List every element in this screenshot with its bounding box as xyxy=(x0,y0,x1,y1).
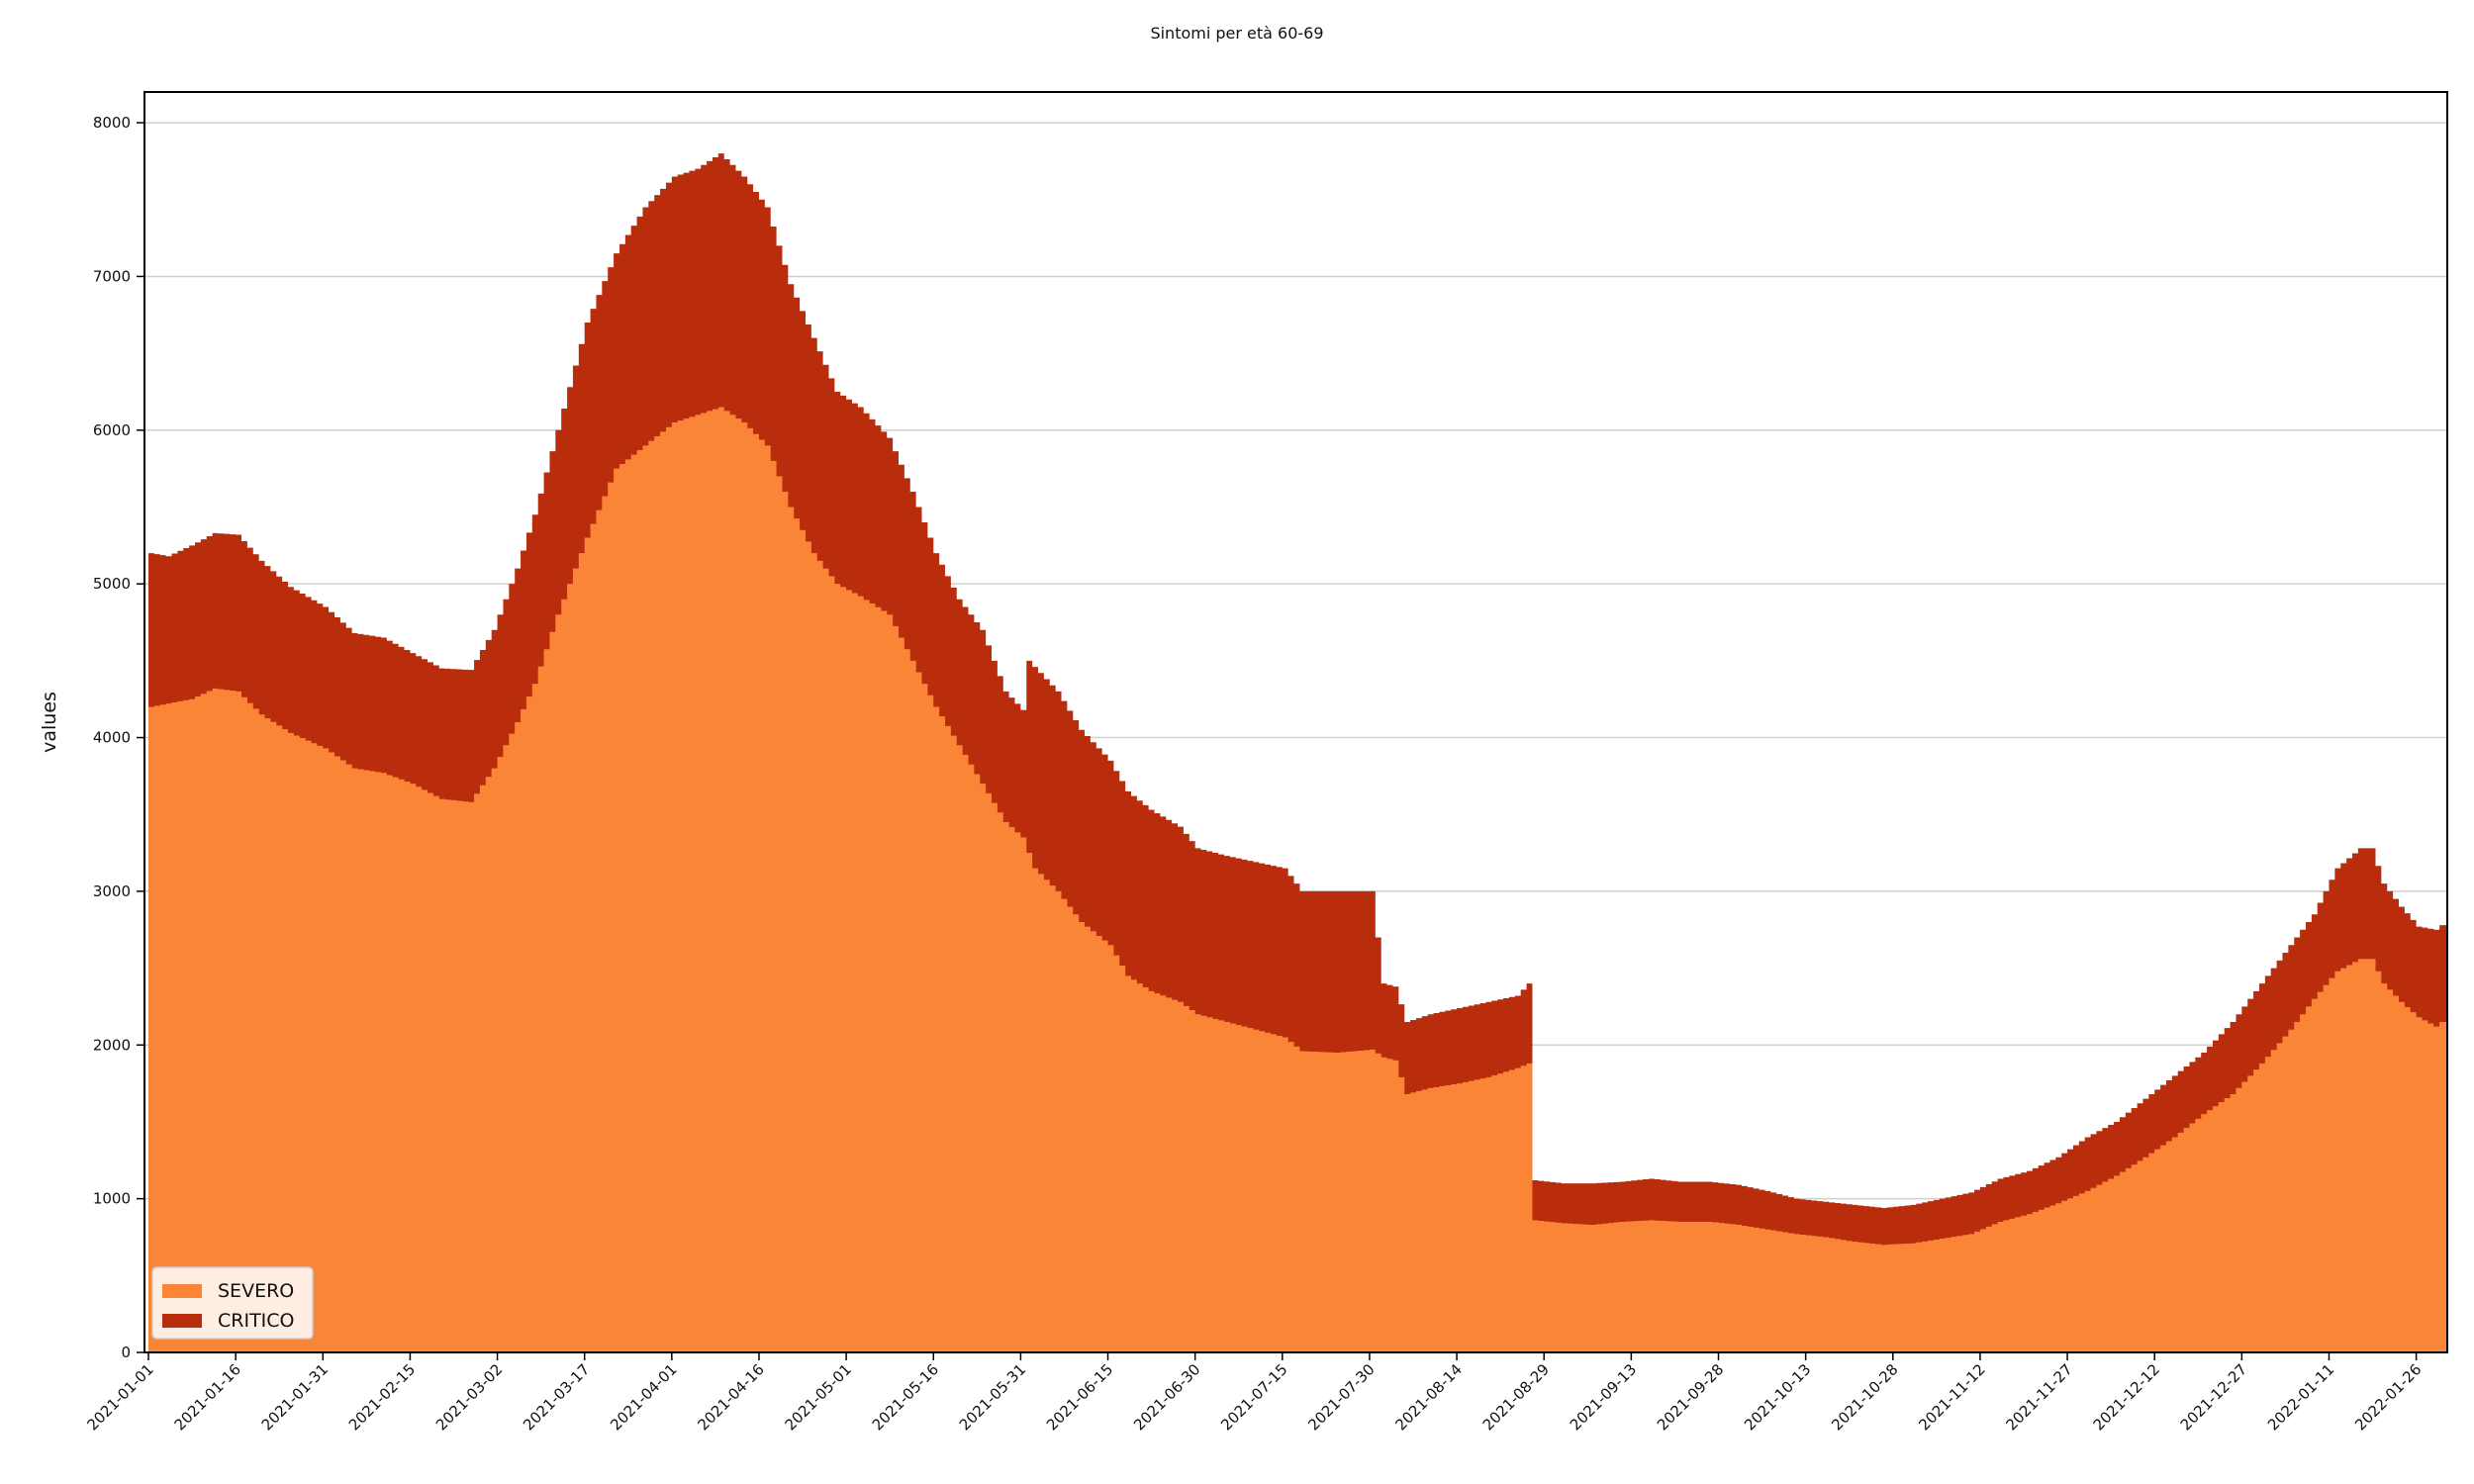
x-tick-label: 2021-01-16 xyxy=(171,1360,244,1434)
y-tick-label: 2000 xyxy=(93,1036,131,1054)
x-tick-label: 2021-01-01 xyxy=(83,1360,156,1434)
x-tick-label: 2021-08-29 xyxy=(1479,1360,1553,1434)
x-tick-label: 2021-10-13 xyxy=(1741,1360,1814,1434)
plot-frame xyxy=(143,91,2448,1353)
x-tick-label: 2022-01-26 xyxy=(2351,1360,2425,1434)
legend-label-severo: SEVERO xyxy=(218,1280,294,1302)
x-tick-label: 2021-10-28 xyxy=(1828,1360,1901,1434)
x-tick-label: 2021-04-01 xyxy=(607,1360,680,1434)
y-axis: 0 1000 2000 3000 4000 5000 6000 7000 8000 xyxy=(93,114,144,1361)
x-tick-label: 2021-07-15 xyxy=(1217,1360,1290,1434)
chart-title: Sintomi per età 60-69 xyxy=(1150,24,1324,43)
x-tick-label: 2021-09-28 xyxy=(1654,1360,1727,1434)
y-tick-label: 1000 xyxy=(93,1190,131,1208)
x-tick-label: 2021-05-16 xyxy=(869,1360,942,1434)
x-tick-label: 2021-03-02 xyxy=(432,1360,506,1434)
x-tick-label: 2021-11-27 xyxy=(2003,1360,2076,1434)
x-tick-label: 2021-05-01 xyxy=(782,1360,855,1434)
x-tick-label: 2021-12-27 xyxy=(2177,1360,2250,1434)
y-tick-label: 7000 xyxy=(93,267,131,285)
legend: SEVERO CRITICO xyxy=(151,1266,314,1340)
legend-swatch-severo xyxy=(162,1284,202,1298)
y-tick-label: 3000 xyxy=(93,882,131,900)
series-areas xyxy=(148,153,2447,1352)
x-tick-label: 2021-03-17 xyxy=(520,1360,593,1434)
legend-swatch-critico xyxy=(162,1314,202,1328)
x-tick-label: 2021-11-12 xyxy=(1915,1360,1988,1434)
legend-label-critico: CRITICO xyxy=(218,1310,295,1332)
x-tick-label: 2021-02-15 xyxy=(345,1360,419,1434)
x-tick-label: 2021-08-14 xyxy=(1392,1360,1466,1434)
y-axis-label: values xyxy=(39,692,60,753)
y-tick-label: 4000 xyxy=(93,729,131,747)
y-tick-label: 6000 xyxy=(93,421,131,439)
x-tick-label: 2021-12-12 xyxy=(2090,1360,2163,1434)
y-tick-label: 8000 xyxy=(93,114,131,132)
x-tick-label: 2021-07-30 xyxy=(1304,1360,1378,1434)
y-tick-label: 0 xyxy=(121,1344,131,1361)
x-tick-label: 2021-06-30 xyxy=(1130,1360,1203,1434)
x-tick-label: 2021-04-16 xyxy=(694,1360,767,1434)
series-area-severo xyxy=(148,407,2447,1352)
x-tick-label: 2021-01-31 xyxy=(258,1360,332,1434)
x-tick-label: 2021-06-15 xyxy=(1043,1360,1116,1434)
x-axis: 2021-01-01 2021-01-16 2021-01-31 2021-02-15… xyxy=(83,1352,2425,1434)
x-tick-label: 2021-09-13 xyxy=(1567,1360,1640,1434)
y-tick-label: 5000 xyxy=(93,575,131,593)
x-tick-label: 2021-05-31 xyxy=(956,1360,1029,1434)
x-tick-label: 2022-01-11 xyxy=(2264,1360,2337,1434)
